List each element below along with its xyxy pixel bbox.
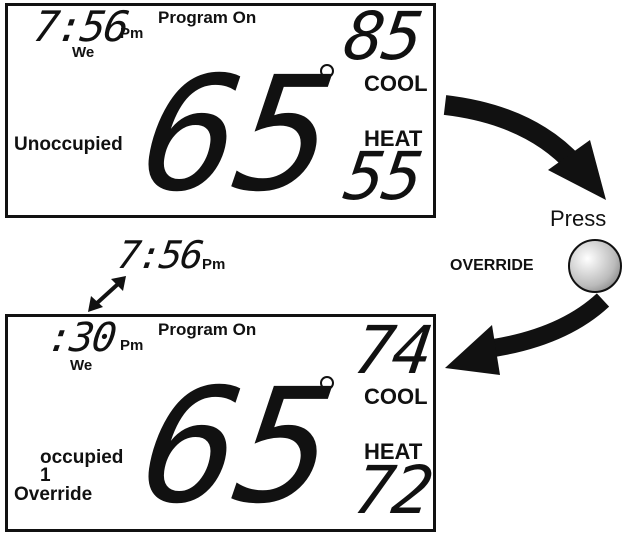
- degree-symbol: [320, 64, 334, 78]
- override-start-ampm: Pm: [202, 256, 226, 273]
- double-arrow-icon: [88, 276, 126, 312]
- program-status: Program On: [158, 8, 257, 27]
- room-temperature: 65: [132, 43, 345, 227]
- cool-label: COOL: [364, 384, 428, 409]
- curved-arrow-back-icon: [445, 293, 610, 375]
- thermostat-display-after: [5, 314, 436, 532]
- day-label: We: [70, 357, 93, 374]
- override-label: Override: [14, 484, 93, 505]
- occupancy-mode: occupied: [40, 447, 124, 468]
- degree-symbol: [320, 376, 334, 390]
- heat-label: HEAT: [364, 439, 423, 464]
- thermostat-display-before: [5, 3, 436, 218]
- heat-label: HEAT: [364, 126, 423, 151]
- occupancy-mode: Unoccupied: [14, 134, 123, 155]
- cool-setpoint: 85: [339, 0, 426, 75]
- clock-time: 7:56: [30, 2, 131, 51]
- override-label: OVERRIDE: [450, 257, 534, 274]
- cool-setpoint: 74: [349, 312, 436, 389]
- clock-ampm: Pm: [120, 337, 144, 354]
- clock-ampm: Pm: [120, 25, 144, 42]
- curved-arrow-down-icon: [443, 95, 606, 200]
- press-label: Press: [550, 206, 607, 231]
- cool-label: COOL: [364, 71, 428, 96]
- program-status: Program On: [158, 320, 257, 339]
- override-remaining-time: :30: [44, 315, 118, 361]
- override-button[interactable]: [568, 239, 622, 293]
- override-start-time: 7:56: [114, 233, 205, 277]
- day-label: We: [72, 44, 95, 61]
- room-temperature: 65: [132, 355, 345, 539]
- heat-setpoint: 55: [339, 138, 426, 215]
- override-count: 1: [40, 465, 51, 486]
- heat-setpoint: 72: [349, 452, 436, 529]
